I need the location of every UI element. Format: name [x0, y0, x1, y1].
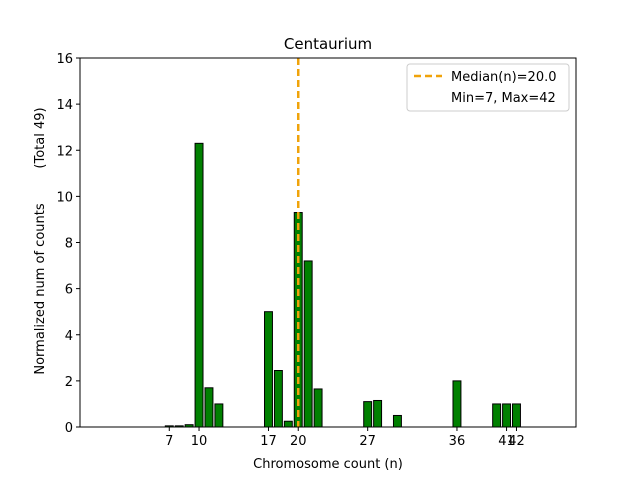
- bar-n-21: [303, 260, 313, 428]
- chart-title: Centaurium: [284, 35, 372, 53]
- bar-n-10: [194, 142, 204, 428]
- y-tick-label-6: 6: [65, 283, 73, 298]
- bar-n-11: [204, 387, 214, 428]
- bar-n-42: [512, 403, 521, 428]
- bar-n-12: [214, 403, 224, 428]
- y-tick-label-16: 16: [56, 52, 73, 67]
- y-tick-label-14: 14: [56, 98, 73, 113]
- x-tick-label-20: 20: [290, 434, 307, 449]
- legend-minmax-label: Min=7, Max=42: [451, 91, 556, 106]
- x-axis-title: Chromosome count (n): [253, 457, 403, 472]
- legend: Median(n)=20.0 Min=7, Max=42: [406, 63, 570, 112]
- x-tick-label-17: 17: [260, 434, 277, 449]
- x-tick-label-41: 41: [498, 434, 515, 449]
- bar-n-28: [373, 399, 383, 428]
- y-tick-label-0: 0: [65, 421, 73, 436]
- bar-n-17: [264, 311, 273, 428]
- y-axis-total-note: (Total 49): [33, 107, 48, 168]
- y-axis-title: Normalized num of counts: [33, 203, 48, 374]
- bar-n-30: [392, 414, 402, 428]
- legend-box: [406, 63, 570, 112]
- bar-n-22: [313, 388, 323, 428]
- x-tick-label-10: 10: [191, 434, 208, 449]
- y-tick-label-8: 8: [65, 237, 73, 252]
- y-axis: 0 2 4 6 8 10 12 14 16: [56, 52, 80, 436]
- bar-n-18: [273, 370, 283, 428]
- y-tick-label-2: 2: [65, 375, 73, 390]
- y-tick-label-12: 12: [56, 144, 73, 159]
- y-tick-label-4: 4: [65, 329, 73, 344]
- legend-median-label: Median(n)=20.0: [451, 70, 557, 85]
- x-tick-label-36: 36: [449, 434, 466, 449]
- bar-n-40: [492, 403, 502, 428]
- bar-n-27: [363, 401, 373, 428]
- y-tick-label-10: 10: [56, 190, 73, 205]
- x-tick-label-7: 7: [165, 434, 173, 449]
- x-tick-label-42: 42: [508, 434, 525, 449]
- bar-n-36: [452, 380, 462, 428]
- bar-n-41: [502, 403, 512, 428]
- bar-n-19: [283, 420, 293, 428]
- x-tick-label-27: 27: [359, 434, 376, 449]
